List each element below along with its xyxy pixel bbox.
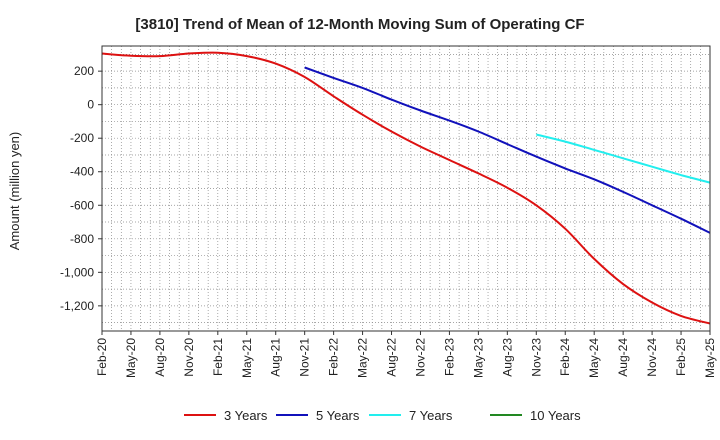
axes (101, 45, 711, 332)
x-tick-label: Nov-22 (414, 338, 428, 377)
series-line-7-years (536, 133, 711, 184)
x-tick-label: May-24 (587, 338, 601, 378)
y-axis-label: Amount (million yen) (7, 132, 22, 251)
plot-border (101, 45, 711, 332)
y-tick-label: -1,200 (60, 299, 94, 313)
x-tick-label: Aug-23 (500, 338, 514, 377)
x-tick-label: Nov-20 (182, 338, 196, 377)
x-tick-label: May-20 (124, 338, 138, 378)
series-line-5-years (304, 66, 711, 234)
x-tick-label: Aug-22 (385, 338, 399, 377)
x-tick-label: Feb-23 (442, 338, 456, 376)
legend-label-10-years: 10 Years (530, 408, 581, 423)
x-tick-label: May-23 (471, 338, 485, 378)
y-tick-labels: 200 0 -200 -400 -600 -800 -1,000 -1,200 (60, 64, 102, 313)
x-tick-label: Feb-24 (558, 338, 572, 376)
x-tick-label: Feb-21 (211, 338, 225, 376)
chart-title: [3810] Trend of Mean of 12-Month Moving … (135, 16, 584, 33)
x-tick-label: Nov-23 (529, 338, 543, 377)
x-tick-label: Aug-24 (616, 338, 630, 377)
x-tick-label: May-21 (240, 338, 254, 378)
series-lines (101, 51, 711, 325)
x-tick-labels: Feb-20 May-20 Aug-20 Nov-20 Feb-21 May-21 Aug-… (95, 331, 717, 378)
x-tick-label: May-25 (703, 338, 717, 378)
x-tick-label: Nov-21 (298, 338, 312, 377)
y-tick-label: -400 (70, 165, 94, 179)
y-tick-label: -1,000 (60, 265, 94, 279)
x-tick-label: May-22 (356, 338, 370, 378)
y-tick-label: 200 (74, 64, 94, 78)
y-tick-label: -800 (70, 232, 94, 246)
legend-label-5-years: 5 Years (316, 408, 360, 423)
x-tick-label: Feb-25 (674, 338, 688, 376)
series-line-3-years (101, 51, 711, 325)
legend-label-3-years: 3 Years (224, 408, 268, 423)
x-tick-label: Feb-22 (327, 338, 341, 376)
legend-label-7-years: 7 Years (409, 408, 453, 423)
x-tick-label: Aug-20 (153, 338, 167, 377)
y-tick-label: 0 (87, 98, 94, 112)
x-tick-label: Nov-24 (645, 338, 659, 377)
legend: 3 Years 5 Years 7 Years 10 Years (184, 408, 581, 423)
y-tick-label: -600 (70, 198, 94, 212)
y-tick-label: -200 (70, 131, 94, 145)
x-tick-label: Aug-21 (269, 338, 283, 377)
x-tick-label: Feb-20 (95, 338, 109, 376)
